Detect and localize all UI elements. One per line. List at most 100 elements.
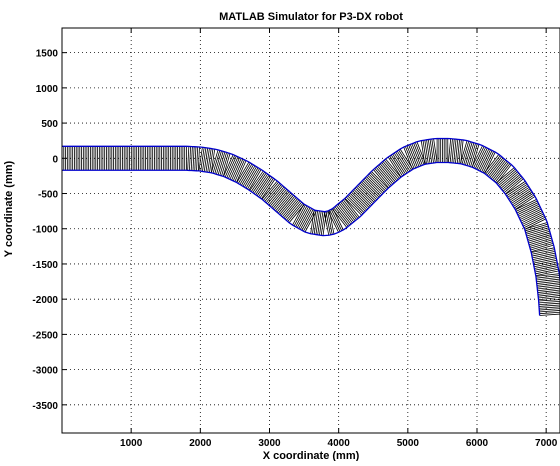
robot-footprint-line xyxy=(531,247,555,253)
robot-footprint-line xyxy=(488,157,504,177)
robot-footprint-line xyxy=(319,211,324,236)
robot-footprint-line xyxy=(403,146,413,170)
y-tick-label: -2500 xyxy=(32,330,58,341)
robot-footprint-line xyxy=(301,209,314,231)
robot-footprint-line xyxy=(527,234,551,242)
robot-footprint-line xyxy=(385,158,402,178)
robot-footprint-line xyxy=(537,289,560,293)
robot-footprint-line xyxy=(250,171,266,192)
robot-footprint-line xyxy=(374,168,391,187)
robot-footprint-line xyxy=(239,163,253,185)
robot-footprint-line xyxy=(490,159,507,180)
robot-footprint-line xyxy=(538,295,560,299)
robot-footprint-line xyxy=(500,172,520,189)
robot-footprint-line xyxy=(200,147,205,172)
robot-footprint-line xyxy=(528,236,552,244)
robot-footprint-line xyxy=(526,230,550,239)
robot-footprint-line xyxy=(317,211,322,235)
robot-footprint-line xyxy=(468,143,476,167)
y-tick-label: 1000 xyxy=(36,84,59,95)
robot-footprint-line xyxy=(340,201,356,221)
robot-footprint-line xyxy=(538,296,560,301)
robot-footprint-line xyxy=(190,146,193,171)
robot-footprint-line xyxy=(534,265,558,271)
robot-footprint-line xyxy=(513,193,534,207)
robot-footprint-line xyxy=(536,280,560,284)
robot-footprint-line xyxy=(537,287,560,292)
robot-footprint-line xyxy=(347,195,365,213)
robot-footprint-line xyxy=(538,300,560,304)
robot-footprint-line xyxy=(483,154,500,174)
robot-footprint-line xyxy=(296,206,309,228)
robot-footprint-line xyxy=(537,291,560,295)
robot-footprint-line xyxy=(413,142,423,166)
robot-footprint-line xyxy=(373,169,389,189)
robot-path xyxy=(61,137,560,316)
robot-footprint-line xyxy=(268,186,285,206)
robot-footprint-line xyxy=(247,168,260,190)
robot-footprint-line xyxy=(207,148,212,173)
robot-footprint-line xyxy=(409,144,420,167)
robot-footprint-line xyxy=(227,156,239,179)
robot-footprint-line xyxy=(515,196,536,210)
robot-footprint-line xyxy=(524,222,548,230)
robot-footprint-line xyxy=(507,183,528,198)
robot-footprint-line xyxy=(414,142,425,165)
robot-footprint-line xyxy=(369,172,388,190)
robot-footprint-line xyxy=(503,176,523,193)
robot-footprint-line xyxy=(226,155,237,179)
robot-footprint-line xyxy=(245,167,259,189)
robot-footprint-line xyxy=(502,175,522,192)
robot-footprint-line xyxy=(466,142,475,166)
robot-footprint-line xyxy=(506,182,527,197)
robot-footprint-line xyxy=(349,192,367,211)
robot-footprint-line xyxy=(449,138,453,163)
robot-footprint-line xyxy=(210,149,219,173)
robot-footprint-line xyxy=(271,188,288,208)
robot-footprint-line xyxy=(286,201,302,221)
robot-footprint-line xyxy=(325,211,331,235)
robot-footprint-line xyxy=(539,313,560,316)
robot-footprint-line xyxy=(368,173,386,192)
robot-footprint-line xyxy=(398,149,412,171)
robot-footprint-line xyxy=(509,186,530,201)
robot-footprint-line xyxy=(536,276,560,281)
x-axis-label: X coordinate (mm) xyxy=(263,450,360,461)
robot-footprint-line xyxy=(422,140,427,165)
robot-footprint-line xyxy=(533,261,558,268)
robot-footprint-line xyxy=(256,175,271,196)
robot-footprint-line xyxy=(426,139,431,164)
plot-area-border xyxy=(61,27,560,434)
robot-footprint-line xyxy=(481,150,493,173)
robot-footprint-line xyxy=(342,199,359,219)
robot-footprint-line xyxy=(234,159,245,182)
robot-footprint-line xyxy=(244,166,257,188)
robot-footprint-line xyxy=(264,183,281,202)
robot-footprint-line xyxy=(241,164,254,186)
robot-footprint-line xyxy=(351,191,369,210)
robot-footprint-line xyxy=(210,149,216,173)
robot-footprint-line xyxy=(209,148,214,173)
robot-footprint-line xyxy=(536,275,560,279)
robot-footprint-line xyxy=(197,146,200,171)
robot-footprint-line xyxy=(344,198,360,218)
robot-footprint-line xyxy=(284,200,301,220)
robot-footprint-line xyxy=(377,165,394,185)
robot-footprint-line xyxy=(283,199,300,219)
robot-footprint-line xyxy=(279,195,296,215)
robot-footprint-line xyxy=(371,171,389,189)
robot-footprint-line xyxy=(538,293,560,297)
robot-footprint-line xyxy=(345,196,364,215)
robot-footprint-line xyxy=(431,138,436,163)
x-tick-label: 2000 xyxy=(189,438,212,449)
robot-footprint-line xyxy=(525,227,549,235)
robot-footprint-line xyxy=(237,162,251,184)
robot-footprint-line xyxy=(453,139,457,164)
robot-footprint-line xyxy=(516,202,539,214)
path-edge-left xyxy=(62,137,560,286)
robot-footprint-line xyxy=(518,205,540,217)
robot-footprint-line xyxy=(420,140,426,165)
robot-footprint-line xyxy=(515,200,538,212)
